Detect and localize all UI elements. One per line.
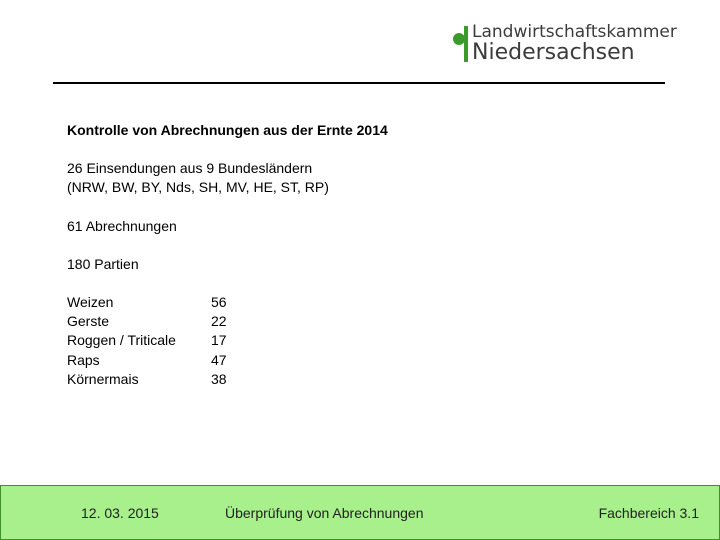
- footer-title: Überprüfung von Abrechnungen: [225, 505, 424, 521]
- table-value: 17: [211, 332, 227, 349]
- table-label: Weizen: [67, 294, 114, 310]
- table-value: 38: [211, 370, 227, 387]
- logo-dot: [453, 33, 465, 45]
- logo-mark: [453, 26, 468, 62]
- logo-line1: Landwirtschaftskammer: [472, 22, 677, 42]
- logo-bar: [464, 26, 468, 62]
- table-value: 56: [211, 294, 227, 310]
- text-line: (NRW, BW, BY, Nds, SH, MV, HE, ST, RP): [67, 179, 329, 195]
- footer-date: 12. 03. 2015: [81, 505, 159, 521]
- text-line: 26 Einsendungen aus 9 Bundesländern: [67, 160, 313, 176]
- table-label: Roggen / Triticale: [67, 332, 176, 349]
- logo-line2: Niedersachsen: [472, 40, 635, 65]
- footer: 12. 03. 2015 Überprüfung von Abrechnunge…: [0, 485, 720, 540]
- table-label: Körnermais: [67, 370, 139, 387]
- table-label: Raps: [67, 351, 100, 368]
- table-label: Gerste: [67, 313, 110, 330]
- table-value: 47: [211, 351, 227, 368]
- slide-title: Kontrolle von Abrechnungen aus der Ernte…: [67, 122, 388, 138]
- footer-section: Fachbereich 3.1: [598, 505, 699, 521]
- text-line: 61 Abrechnungen: [67, 218, 177, 234]
- divider: [53, 82, 665, 84]
- text-line: 180 Partien: [67, 256, 139, 272]
- table-value: 22: [211, 313, 227, 330]
